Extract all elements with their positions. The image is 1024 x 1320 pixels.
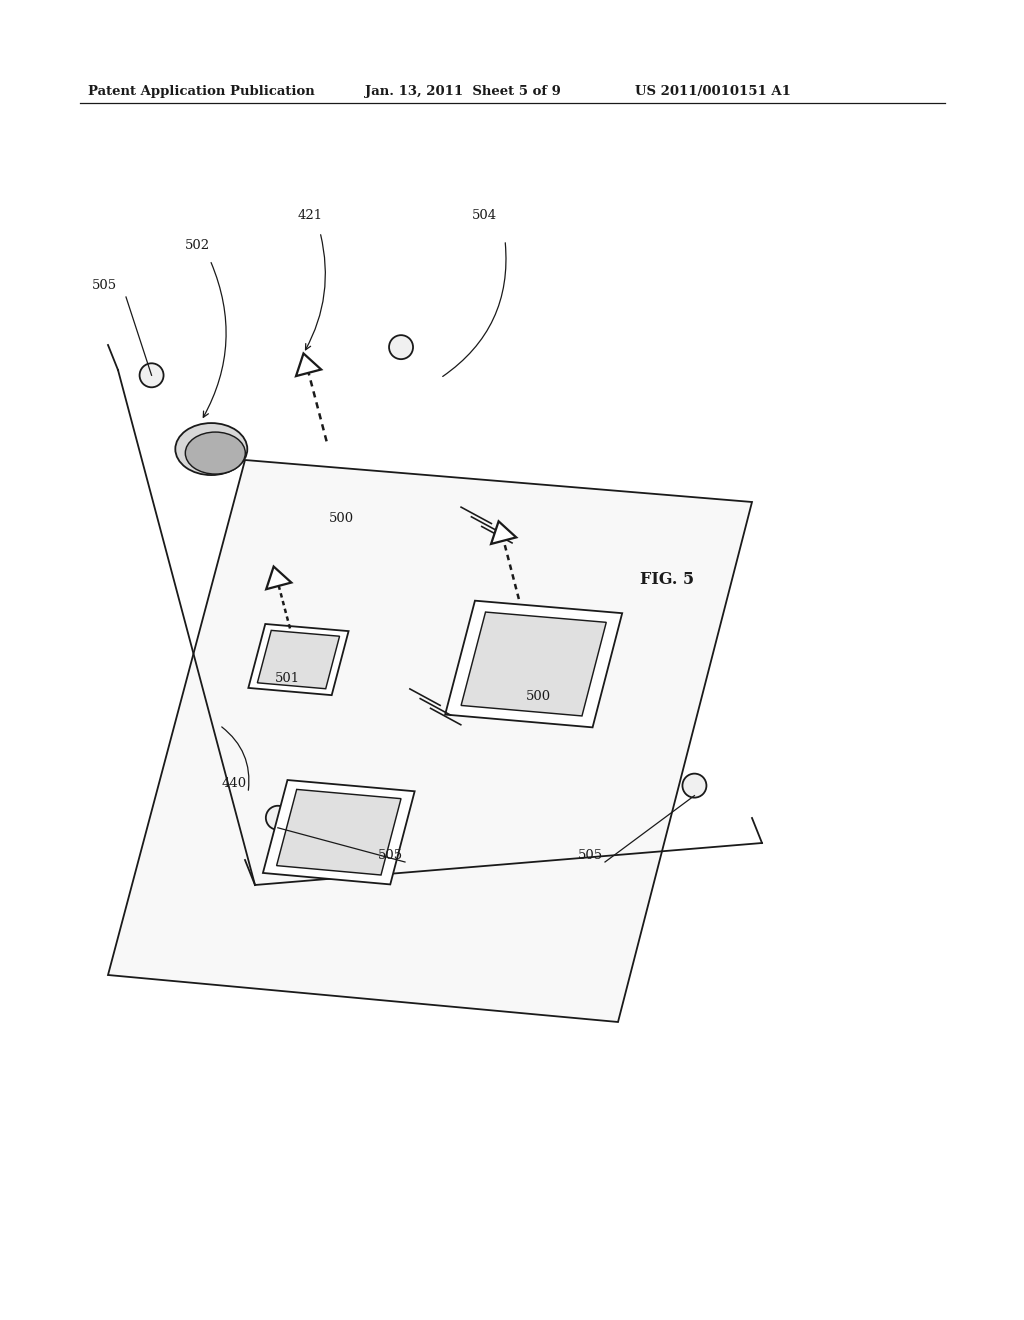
Text: 440: 440 <box>222 777 247 789</box>
Text: 500: 500 <box>526 690 552 704</box>
Circle shape <box>266 805 290 830</box>
Circle shape <box>389 335 413 359</box>
Text: 501: 501 <box>275 672 300 685</box>
Text: 505: 505 <box>578 849 603 862</box>
Polygon shape <box>257 631 340 689</box>
Text: Patent Application Publication: Patent Application Publication <box>88 84 314 98</box>
Ellipse shape <box>185 432 246 474</box>
Text: FIG. 5: FIG. 5 <box>640 572 694 589</box>
Text: 500: 500 <box>329 512 354 525</box>
Text: US 2011/0010151 A1: US 2011/0010151 A1 <box>635 84 791 98</box>
Text: 421: 421 <box>298 209 324 222</box>
Polygon shape <box>276 789 401 875</box>
Polygon shape <box>445 601 623 727</box>
Text: 504: 504 <box>472 209 497 222</box>
Text: Jan. 13, 2011  Sheet 5 of 9: Jan. 13, 2011 Sheet 5 of 9 <box>365 84 561 98</box>
Text: 505: 505 <box>378 849 403 862</box>
Polygon shape <box>266 566 292 589</box>
Polygon shape <box>249 624 348 696</box>
Polygon shape <box>108 459 752 1022</box>
Text: 505: 505 <box>92 279 117 292</box>
Polygon shape <box>492 521 516 544</box>
Polygon shape <box>296 354 322 376</box>
Polygon shape <box>263 780 415 884</box>
Ellipse shape <box>175 424 248 475</box>
Text: 502: 502 <box>185 239 210 252</box>
Polygon shape <box>461 612 606 715</box>
Circle shape <box>682 774 707 797</box>
Circle shape <box>139 363 164 387</box>
